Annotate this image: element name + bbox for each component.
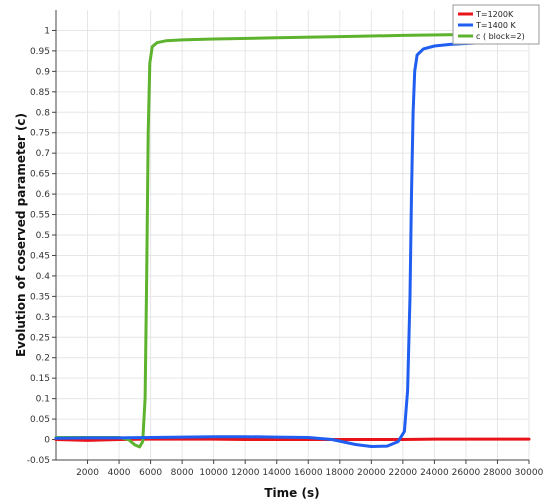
y-tick-label: 0.9 (36, 67, 51, 77)
y-tick-label: 0.15 (30, 374, 50, 384)
y-tick-label: -0.05 (27, 456, 50, 466)
y-tick-label: 0.25 (30, 333, 50, 343)
x-tick-label: 6000 (139, 468, 162, 478)
y-tick-label: 0.95 (30, 47, 50, 57)
x-axis-ticks: 2000 4000 6000 8000 10000 12000 14000 16000 1800… (76, 460, 544, 478)
x-tick-label: 20000 (357, 468, 386, 478)
grid (56, 10, 530, 461)
y-tick-label: 0 (44, 436, 50, 446)
x-tick-label: 26000 (452, 468, 481, 478)
y-tick-label: 0.6 (36, 190, 51, 200)
y-tick-label: 0.1 (36, 395, 50, 405)
x-tick-label: 16000 (294, 468, 323, 478)
series-line (54, 39, 531, 448)
y-tick-label: 0.55 (30, 211, 50, 221)
x-tick-label: 24000 (420, 468, 449, 478)
y-tick-label: 0.65 (30, 170, 50, 180)
y-tick-label: 0.35 (30, 292, 50, 302)
x-tick-label: 30000 (515, 468, 544, 478)
legend: T=1200K T=1400 K c ( block=2) (452, 4, 540, 45)
series-line (54, 32, 507, 449)
x-tick-label: 4000 (108, 468, 131, 478)
y-tick-label: 0.3 (36, 313, 50, 323)
series-line (54, 437, 531, 442)
x-tick-label: 22000 (389, 468, 418, 478)
y-tick-label: 0.05 (30, 415, 50, 425)
legend-label: T=1400 K (475, 21, 516, 30)
y-tick-label: 1 (44, 26, 50, 36)
y-axis-title: Evolution of coserved parameter (c) (14, 113, 28, 357)
y-tick-label: 0.8 (36, 108, 51, 118)
x-tick-label: 12000 (231, 468, 260, 478)
y-tick-label: 0.85 (30, 88, 50, 98)
y-tick-label: 0.45 (30, 251, 50, 261)
y-tick-label: 0.2 (36, 354, 50, 364)
legend-label: c ( block=2) (476, 32, 525, 41)
x-tick-label: 28000 (483, 468, 512, 478)
y-tick-label: 0.4 (36, 272, 51, 282)
x-axis-title: Time (s) (264, 486, 319, 500)
y-tick-label: 0.5 (36, 231, 50, 241)
x-tick-label: 8000 (171, 468, 194, 478)
x-tick-label: 18000 (325, 468, 354, 478)
x-tick-label: 14000 (262, 468, 291, 478)
x-tick-label: 2000 (76, 468, 99, 478)
series-lines (54, 32, 531, 449)
y-tick-label: 0.75 (30, 129, 50, 139)
y-axis-ticks: -0.05 0 0.05 0.1 0.15 0.2 0.25 0.3 0.35 0.4 0.45 0.… (27, 26, 56, 466)
legend-label: T=1200K (475, 10, 514, 19)
x-tick-label: 10000 (199, 468, 228, 478)
y-tick-label: 0.7 (36, 149, 50, 159)
